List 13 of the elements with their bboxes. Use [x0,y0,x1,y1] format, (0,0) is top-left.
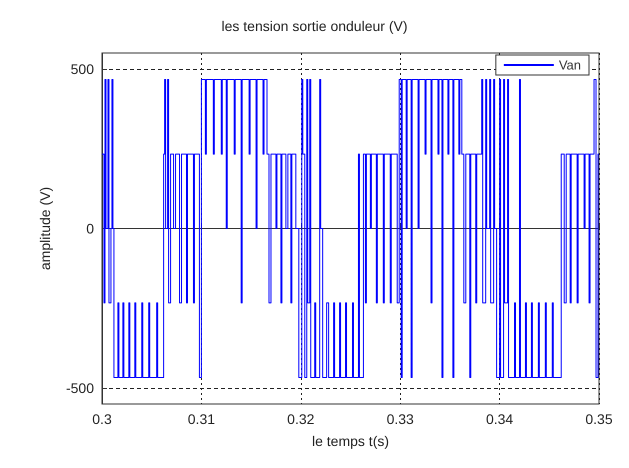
y-tick-label: 0 [86,220,94,236]
x-tick-label: 0.32 [287,411,315,427]
x-axis-title: le temps t(s) [312,433,390,449]
x-tick-label: 0.34 [486,411,514,427]
y-axis-title: amplitude (V) [37,186,53,270]
x-tick-label: 0.31 [188,411,216,427]
chart-title: les tension sortie onduleur (V) [222,18,408,34]
x-tick-label: 0.3 [92,411,112,427]
x-tick-label: 0.33 [386,411,414,427]
y-tick-label: 500 [70,60,94,77]
legend-label: Van [558,58,582,72]
x-tick-label: 0.35 [585,411,613,427]
y-tick-label: -500 [66,380,94,396]
